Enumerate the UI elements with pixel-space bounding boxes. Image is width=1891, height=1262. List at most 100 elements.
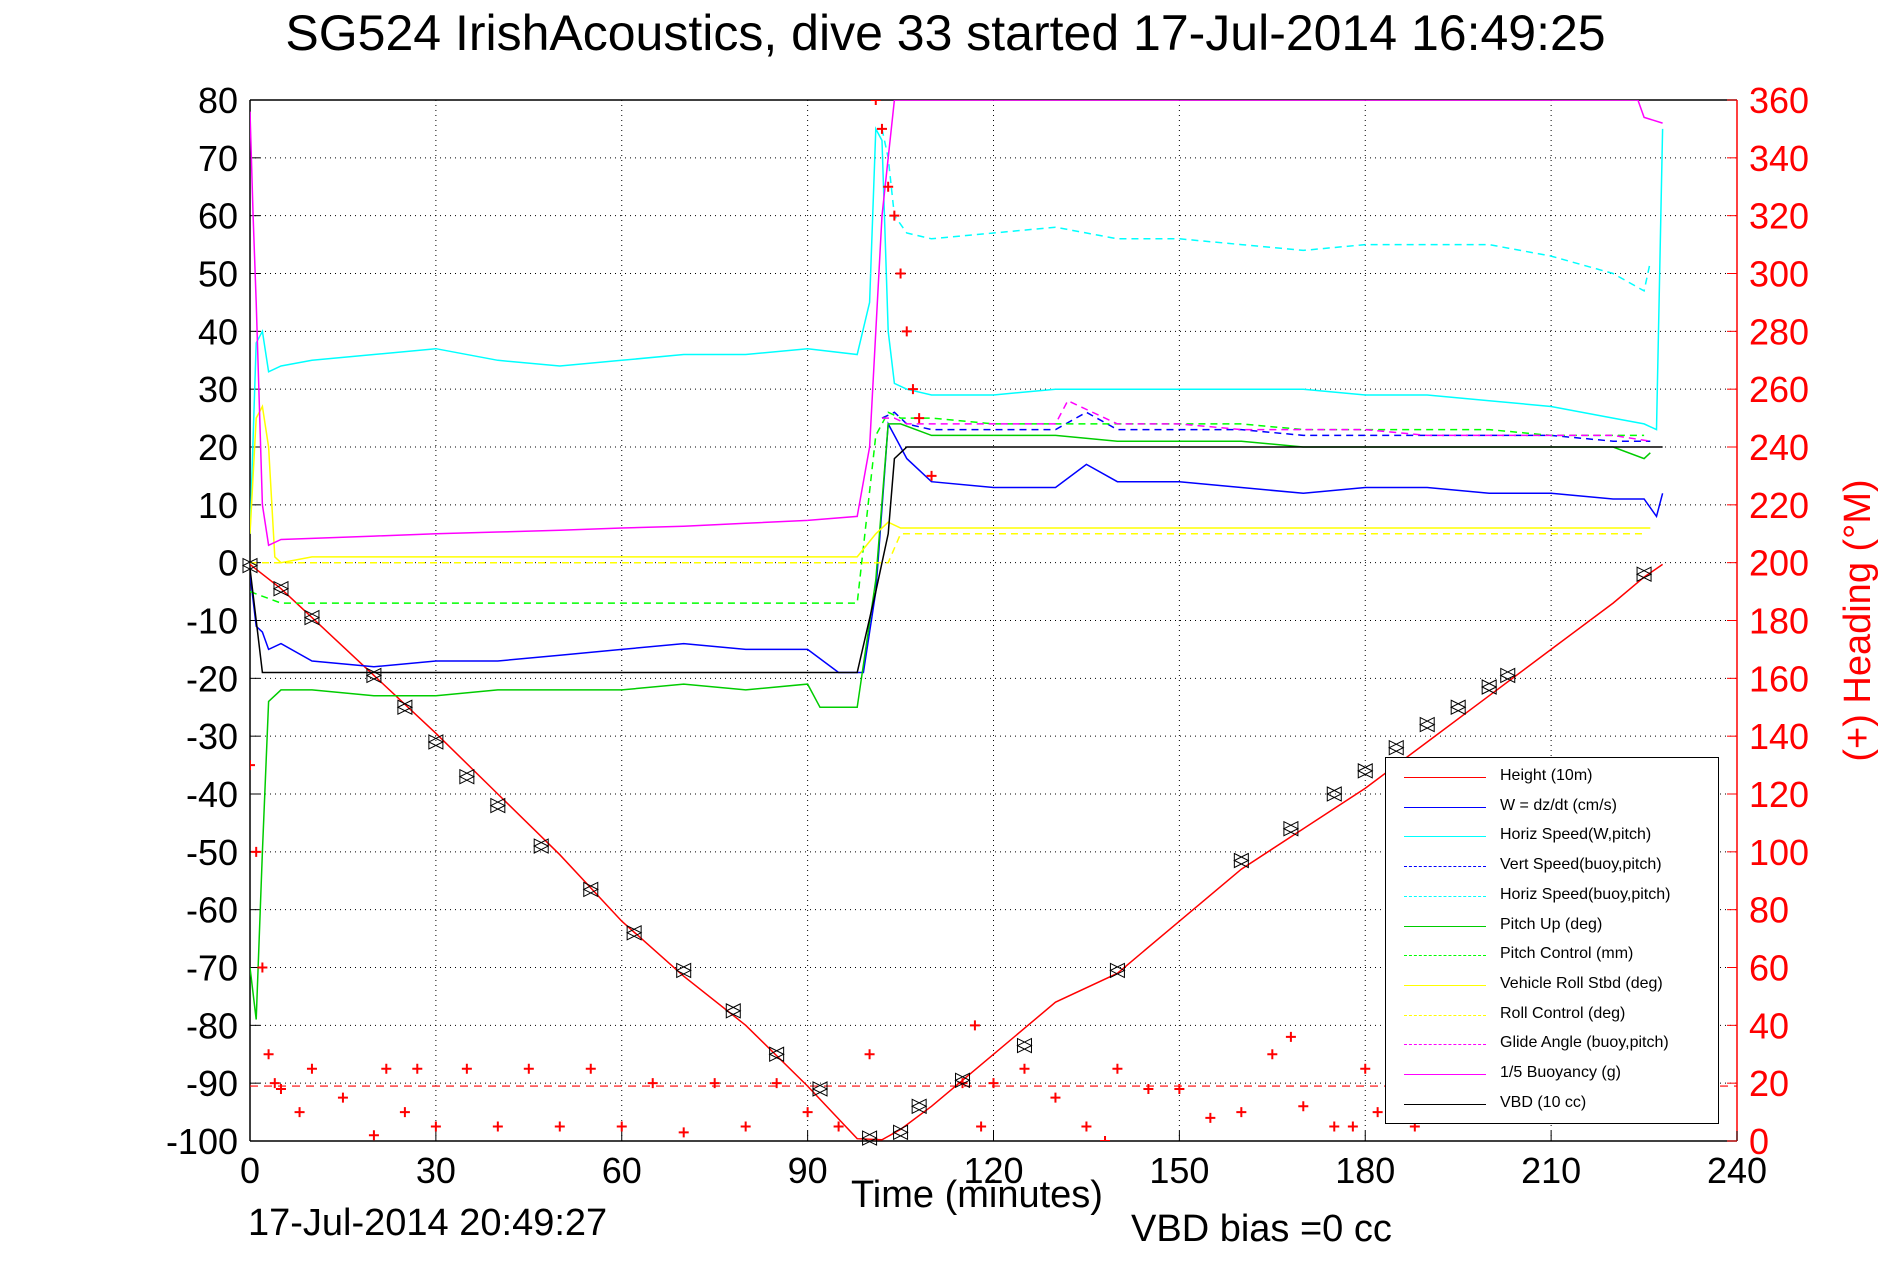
legend-item: Height (10m) bbox=[1386, 763, 1720, 793]
series-vert-speed-buoy-pitch bbox=[881, 411, 1651, 442]
heading-point bbox=[616, 1121, 627, 1132]
x-tick-label: 30 bbox=[416, 1150, 456, 1191]
heading-point bbox=[647, 1078, 658, 1089]
heading-point bbox=[275, 1083, 286, 1094]
heading-point bbox=[269, 1078, 280, 1089]
marker-triangle-left bbox=[365, 667, 382, 684]
y-tick-label: -50 bbox=[186, 832, 238, 873]
legend-swatch bbox=[1404, 836, 1486, 838]
y2-tick-label: 300 bbox=[1749, 254, 1809, 295]
legend-label: Glide Angle (buoy,pitch) bbox=[1500, 1034, 1669, 1052]
heading-point bbox=[901, 326, 912, 337]
y2-tick-label: 340 bbox=[1749, 138, 1809, 179]
marker-triangle-left bbox=[892, 1124, 909, 1141]
heading-point bbox=[740, 1121, 751, 1132]
y-tick-label: -60 bbox=[186, 890, 238, 931]
y2-tick-label: 80 bbox=[1749, 890, 1789, 931]
footer-vbd-bias: VBD bias =0 cc bbox=[1131, 1208, 1392, 1250]
series-vehicle-roll-stbd-deg bbox=[250, 404, 1651, 564]
marker-triangle-left bbox=[1109, 962, 1125, 979]
heading-point bbox=[368, 1130, 379, 1141]
heading-point bbox=[1372, 1107, 1383, 1118]
heading-point bbox=[430, 1121, 441, 1132]
heading-point bbox=[381, 1063, 392, 1074]
legend-swatch bbox=[1404, 925, 1486, 927]
heading-point bbox=[1347, 1121, 1358, 1132]
x-tick-label: 60 bbox=[602, 1150, 642, 1191]
marker-triangle-left bbox=[1481, 679, 1497, 695]
y2-tick-label: 140 bbox=[1749, 716, 1809, 757]
legend-swatch bbox=[1404, 1103, 1486, 1105]
y2-tick-label: 60 bbox=[1749, 948, 1789, 989]
legend-swatch bbox=[1404, 1044, 1486, 1046]
heading-point bbox=[1174, 1083, 1185, 1094]
heading-point bbox=[870, 100, 881, 105]
legend-item: 1/5 Buoyancy (g) bbox=[1386, 1060, 1720, 1090]
marker-triangle-left bbox=[489, 797, 506, 814]
y-tick-label: -100 bbox=[166, 1121, 238, 1162]
y2-tick-label: 200 bbox=[1749, 543, 1809, 584]
marker-triangle-left bbox=[582, 881, 599, 898]
legend-item: VBD (10 cc) bbox=[1386, 1090, 1720, 1120]
legend-label: Pitch Up (deg) bbox=[1500, 915, 1603, 933]
marker-triangle-left bbox=[725, 1003, 741, 1019]
y-tick-label: 80 bbox=[198, 80, 238, 121]
heading-point bbox=[1081, 1121, 1092, 1132]
marker-triangle-left bbox=[1326, 786, 1342, 802]
heading-point bbox=[251, 846, 262, 857]
y-tick-label: -90 bbox=[186, 1063, 238, 1104]
heading-point bbox=[306, 1063, 317, 1074]
y2-tick-label: 0 bbox=[1749, 1121, 1769, 1162]
legend-item: Roll Control (deg) bbox=[1386, 1001, 1720, 1031]
heading-point bbox=[976, 1121, 987, 1132]
heading-point bbox=[250, 760, 255, 771]
x-tick-label: 150 bbox=[1149, 1150, 1209, 1191]
x-tick-label: 240 bbox=[1707, 1150, 1767, 1191]
y-tick-label: -40 bbox=[186, 774, 238, 815]
marker-triangle-left bbox=[1450, 699, 1466, 716]
heading-point bbox=[969, 1020, 980, 1031]
y-tick-label: -80 bbox=[186, 1005, 238, 1046]
footer-timestamp: 17-Jul-2014 20:49:27 bbox=[248, 1202, 608, 1244]
heading-point bbox=[263, 1049, 274, 1060]
legend-label: W = dz/dt (cm/s) bbox=[1500, 796, 1617, 814]
y2-tick-label: 160 bbox=[1749, 658, 1809, 699]
marker-triangle-left bbox=[272, 580, 289, 597]
marker-triangle-left bbox=[811, 1081, 828, 1097]
y-tick-label: 50 bbox=[198, 254, 238, 295]
series-horiz-speed-buoy-pitch bbox=[881, 128, 1652, 293]
heading-point bbox=[1329, 1121, 1340, 1132]
legend-label: Roll Control (deg) bbox=[1500, 1004, 1626, 1022]
x-tick-label: 120 bbox=[963, 1150, 1023, 1191]
marker-triangle-left bbox=[1282, 820, 1299, 837]
heading-point bbox=[914, 413, 925, 424]
chart-legend: Height (10m) W = dz/dt (cm/s) Horiz Speed(… bbox=[1385, 757, 1719, 1124]
heading-point bbox=[864, 1049, 875, 1060]
heading-point bbox=[771, 1078, 782, 1089]
legend-item: Pitch Up (deg) bbox=[1386, 912, 1720, 942]
marker-triangle-left bbox=[427, 734, 444, 750]
y-tick-label: -10 bbox=[186, 601, 238, 642]
y-tick-label: 60 bbox=[198, 196, 238, 237]
y2-tick-label: 100 bbox=[1749, 832, 1809, 873]
marker-triangle-left bbox=[241, 557, 258, 574]
y-tick-label: 40 bbox=[198, 311, 238, 352]
y2-tick-label: 40 bbox=[1749, 1005, 1789, 1046]
heading-point bbox=[802, 1107, 813, 1118]
heading-point bbox=[1143, 1083, 1154, 1094]
x-tick-label: 180 bbox=[1335, 1150, 1395, 1191]
legend-label: Height (10m) bbox=[1500, 767, 1593, 784]
marker-triangle-left bbox=[1016, 1037, 1032, 1054]
heading-point bbox=[926, 470, 937, 481]
heading-point bbox=[1100, 1136, 1111, 1141]
series-pitch-control-mm bbox=[250, 411, 1645, 604]
legend-label: 1/5 Buoyancy (g) bbox=[1500, 1064, 1621, 1081]
series-vbd-10-cc bbox=[250, 446, 1663, 674]
y-tick-label: 70 bbox=[198, 138, 238, 179]
heading-point bbox=[492, 1121, 503, 1132]
marker-triangle-left bbox=[458, 768, 475, 785]
series-w-dz-dt-cm-s bbox=[250, 421, 1664, 674]
y2-tick-label: 360 bbox=[1749, 80, 1809, 121]
marker-triangle-left bbox=[533, 838, 549, 854]
